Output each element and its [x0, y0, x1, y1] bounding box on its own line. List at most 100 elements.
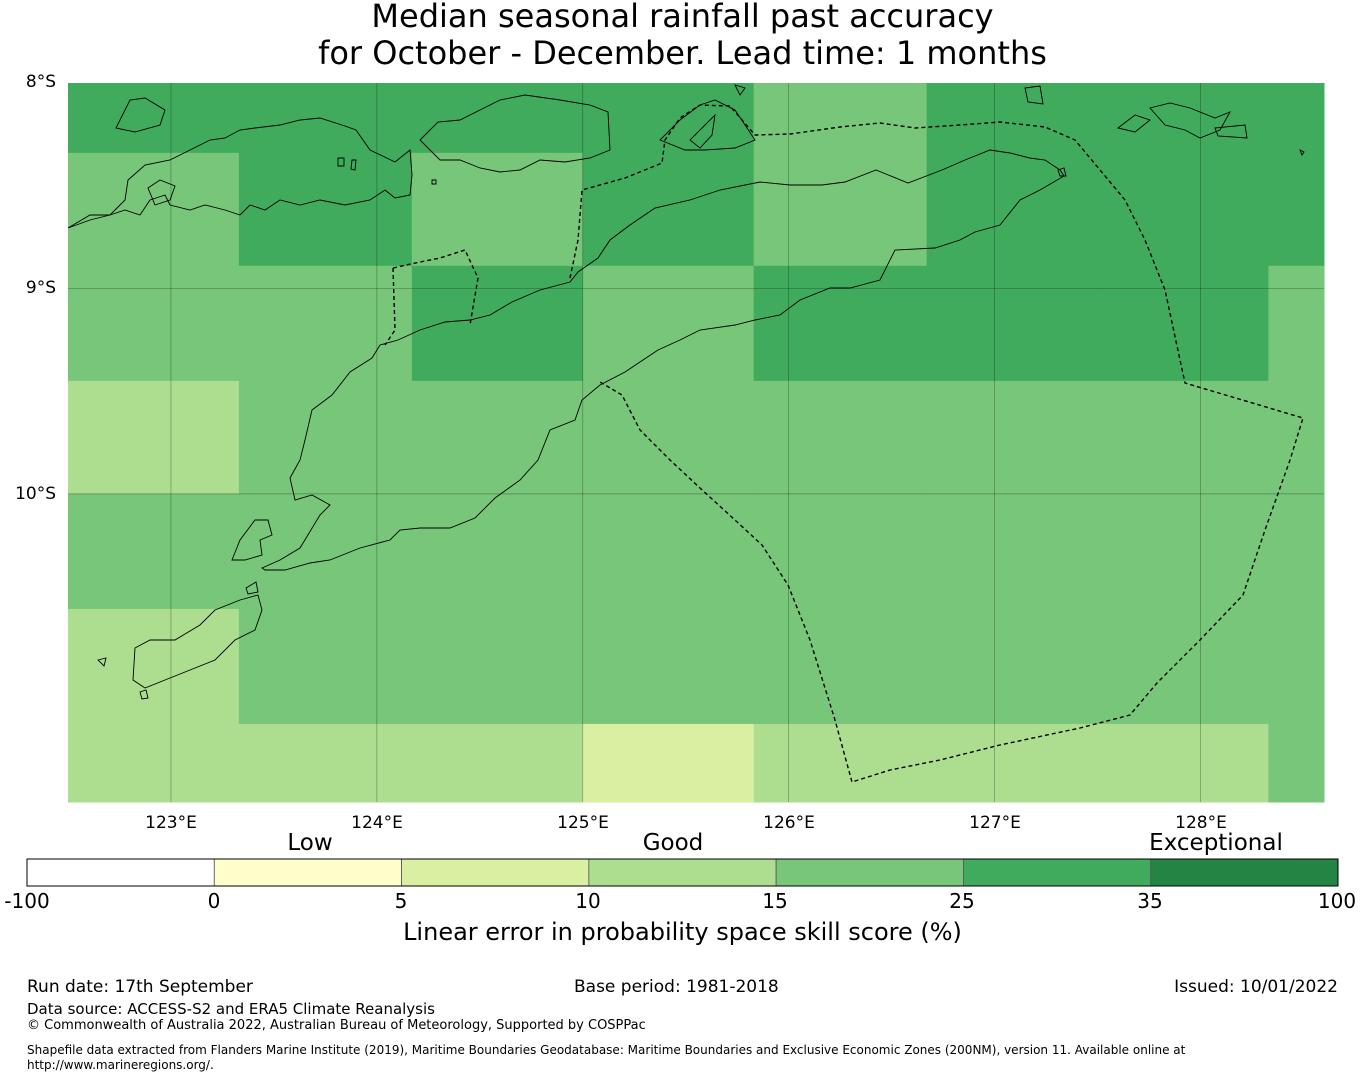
lat-label-9s: 9°S	[25, 278, 56, 298]
kisar-coastline	[1214, 124, 1248, 139]
lembata-coastline	[419, 94, 611, 173]
romang-coastline	[1116, 114, 1151, 133]
skill-cell	[926, 265, 1099, 382]
colorbar-tick: 15	[762, 889, 788, 913]
skill-cell	[1268, 493, 1325, 610]
skill-cell	[582, 152, 755, 267]
graticule	[68, 83, 1324, 802]
map-title-line2: for October - December. Lead time: 1 mon…	[318, 34, 1047, 72]
colorbar-segment	[588, 858, 777, 887]
skill-cell	[238, 723, 413, 803]
issued-date: Issued: 10/01/2022	[1174, 977, 1338, 997]
islet-small-c	[431, 179, 437, 185]
lat-label-8s: 8°S	[25, 72, 56, 92]
skill-cell	[1268, 723, 1325, 803]
lon-label-124e: 124°E	[351, 813, 403, 833]
skill-cell	[1268, 608, 1325, 725]
colorbar-tick: -100	[4, 889, 50, 913]
category-good: Good	[642, 830, 704, 856]
skill-cell	[582, 83, 755, 154]
atauro-coastline	[1024, 85, 1044, 105]
skill-cell	[582, 608, 755, 725]
skill-cell	[68, 723, 240, 803]
flores-coastline	[67, 117, 413, 229]
colorbar-tick: 0	[207, 889, 221, 913]
lon-label-123e: 123°E	[145, 813, 197, 833]
skill-cell	[582, 723, 755, 803]
ndao-coastline	[97, 657, 107, 667]
colorbar-segment	[775, 858, 964, 887]
skill-cell	[753, 83, 928, 154]
colorbar-tick: 100	[1317, 889, 1357, 913]
lon-label-126e: 126°E	[763, 813, 815, 833]
skill-cell	[238, 83, 413, 154]
skill-cell	[1097, 265, 1269, 382]
skill-cell	[238, 608, 413, 725]
lon-label-127e: 127°E	[969, 813, 1021, 833]
skill-cell	[1268, 152, 1325, 267]
timor-coastline	[261, 149, 1065, 571]
skill-cell	[1268, 265, 1325, 382]
colorbar-tick: 10	[575, 889, 601, 913]
colorbar-segment	[26, 858, 215, 887]
shapefile-credit-line1: Shapefile data extracted from Flanders M…	[27, 1043, 1186, 1057]
skill-cell	[926, 380, 1099, 495]
skill-cell	[926, 83, 1099, 154]
islet-ne	[1299, 149, 1305, 156]
colorbar-segment	[213, 858, 402, 887]
skill-cell	[411, 608, 584, 725]
semau-coastline	[231, 519, 273, 561]
skill-cell	[68, 493, 240, 610]
skill-cell	[411, 723, 584, 803]
pantar-coastline	[689, 113, 716, 149]
skill-cell	[68, 152, 240, 267]
skill-cell	[582, 265, 755, 382]
skill-cell	[753, 608, 928, 725]
small-islet-2	[245, 581, 259, 595]
lat-label-10s: 10°S	[15, 484, 56, 504]
colorbar-tick: 25	[949, 889, 975, 913]
skill-cell	[753, 152, 928, 267]
skill-cell	[1097, 608, 1269, 725]
skill-cell	[1097, 152, 1269, 267]
skill-cell	[238, 265, 413, 382]
run-date: Run date: 17th September	[27, 977, 253, 997]
colorbar-segment	[963, 858, 1152, 887]
maritime-boundaries	[384, 104, 1304, 783]
skill-cell	[926, 493, 1099, 610]
category-exceptional: Exceptional	[1149, 830, 1283, 856]
lon-label-125e: 125°E	[557, 813, 609, 833]
skill-cell	[68, 380, 240, 495]
skill-cell	[582, 493, 755, 610]
skill-cell	[411, 83, 584, 154]
small-islet-1	[139, 689, 149, 700]
colorbar-segment	[401, 858, 590, 887]
skill-cell	[68, 265, 240, 382]
skill-cell	[1097, 83, 1269, 154]
oecusse-boundary	[392, 249, 479, 326]
skill-cell	[753, 265, 928, 382]
colorbar-segment	[1150, 858, 1339, 887]
skill-cell	[1097, 493, 1269, 610]
skill-cell	[68, 83, 240, 154]
data-source: Data source: ACCESS-S2 and ERA5 Climate …	[27, 1000, 435, 1018]
copyright: © Commonwealth of Australia 2022, Austra…	[27, 1018, 646, 1033]
islet-jaco	[1057, 167, 1067, 177]
skill-cell	[753, 380, 928, 495]
colorbar-tick: 35	[1137, 889, 1163, 913]
skill-cell	[1097, 723, 1269, 803]
skill-cell	[238, 493, 413, 610]
islet-small-a	[337, 157, 345, 167]
skill-cell	[1268, 83, 1325, 154]
skill-cell	[68, 608, 240, 725]
colorbar-tick: 5	[394, 889, 408, 913]
skill-cell	[926, 608, 1099, 725]
skill-cell	[411, 380, 584, 495]
solor-coastline	[147, 179, 176, 206]
category-low: Low	[287, 830, 333, 856]
colorbar-outline	[26, 858, 1339, 887]
timor-leste-eez	[569, 104, 1304, 783]
islet-n	[734, 84, 746, 96]
